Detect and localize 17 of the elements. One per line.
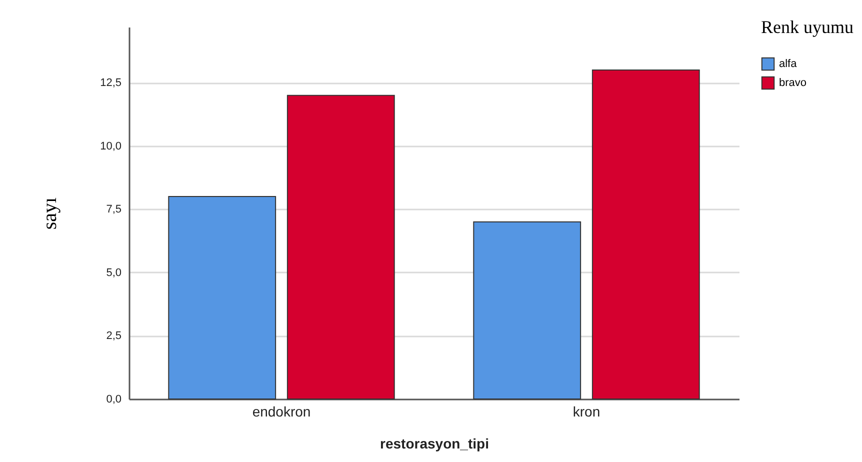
- y-tick-label: 12,5: [100, 77, 122, 90]
- x-tick-label: endokron: [252, 404, 311, 420]
- bar: [286, 94, 395, 400]
- x-axis-title: restorasyon_tipi: [380, 436, 489, 452]
- x-tick-label: kron: [572, 404, 600, 420]
- y-tick-label: 2,5: [106, 330, 122, 342]
- bar: [168, 196, 276, 400]
- legend-title: Renk uyumu: [761, 17, 854, 37]
- legend-label: bravo: [779, 77, 807, 89]
- y-tick-label: 5,0: [106, 266, 122, 279]
- y-tick-label: 10,0: [100, 140, 122, 152]
- legend-label: alfa: [779, 58, 798, 70]
- y-axis-title: sayı: [39, 196, 62, 230]
- y-tick-label: 7,5: [106, 204, 122, 216]
- bar: [473, 221, 582, 400]
- y-tick-label: 0,0: [106, 394, 122, 406]
- bar: [592, 70, 700, 400]
